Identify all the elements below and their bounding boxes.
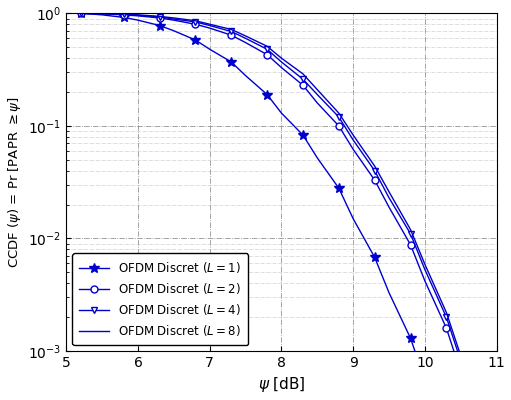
OFDM Discret ($L = 2$): [278, 65, 285, 70]
OFDM Discret ($L = 1$): [300, 133, 306, 138]
OFDM Discret ($L = 4$): [156, 14, 162, 19]
OFDM Discret ($L = 4$): [121, 12, 127, 17]
OFDM Discret ($L = 1$): [314, 156, 320, 160]
OFDM Discret ($L = 1$): [206, 47, 213, 52]
OFDM Discret ($L = 1$): [78, 11, 84, 16]
OFDM Discret ($L = 8$): [264, 44, 270, 49]
Y-axis label: CCDF $(\psi)$ = Pr [PAPR $\geq \psi$]: CCDF $(\psi)$ = Pr [PAPR $\geq \psi$]: [6, 96, 22, 268]
OFDM Discret ($L = 4$): [407, 232, 413, 236]
OFDM Discret ($L = 4$): [314, 92, 320, 97]
OFDM Discret ($L = 2$): [135, 14, 141, 18]
OFDM Discret ($L = 4$): [371, 168, 378, 173]
OFDM Discret ($L = 4$): [78, 11, 84, 16]
OFDM Discret ($L = 2$): [121, 12, 127, 17]
OFDM Discret ($L = 1$): [336, 186, 342, 190]
OFDM Discret ($L = 2$): [300, 83, 306, 88]
Line: OFDM Discret ($L = 2$): OFDM Discret ($L = 2$): [77, 10, 478, 400]
OFDM Discret ($L = 2$): [78, 11, 84, 16]
OFDM Discret ($L = 8$): [407, 227, 413, 232]
OFDM Discret ($L = 2$): [228, 33, 234, 38]
OFDM Discret ($L = 2$): [192, 22, 198, 27]
OFDM Discret ($L = 8$): [472, 396, 478, 400]
OFDM Discret ($L = 4$): [350, 138, 356, 142]
OFDM Discret ($L = 8$): [171, 16, 177, 20]
OFDM Discret ($L = 1$): [407, 336, 413, 341]
OFDM Discret ($L = 4$): [336, 115, 342, 120]
OFDM Discret ($L = 8$): [336, 111, 342, 116]
OFDM Discret ($L = 4$): [458, 358, 464, 363]
Legend: OFDM Discret ($L = 1$), OFDM Discret ($L = 2$), OFDM Discret ($L = 4$), OFDM Dis: OFDM Discret ($L = 1$), OFDM Discret ($L…: [72, 253, 248, 345]
OFDM Discret ($L = 8$): [135, 12, 141, 17]
OFDM Discret ($L = 1$): [192, 38, 198, 42]
OFDM Discret ($L = 4$): [99, 12, 105, 16]
OFDM Discret ($L = 2$): [243, 40, 249, 45]
OFDM Discret ($L = 1$): [243, 73, 249, 78]
OFDM Discret ($L = 2$): [407, 242, 413, 247]
OFDM Discret ($L = 8$): [422, 262, 428, 267]
OFDM Discret ($L = 2$): [314, 100, 320, 105]
OFDM Discret ($L = 1$): [121, 15, 127, 20]
OFDM Discret ($L = 1$): [278, 111, 285, 116]
OFDM Discret ($L = 8$): [300, 72, 306, 76]
OFDM Discret ($L = 8$): [228, 27, 234, 32]
OFDM Discret ($L = 8$): [192, 18, 198, 23]
OFDM Discret ($L = 2$): [350, 147, 356, 152]
OFDM Discret ($L = 8$): [156, 14, 162, 19]
OFDM Discret ($L = 2$): [444, 326, 450, 330]
OFDM Discret ($L = 1$): [386, 290, 392, 295]
OFDM Discret ($L = 4$): [278, 60, 285, 64]
OFDM Discret ($L = 4$): [192, 20, 198, 24]
OFDM Discret ($L = 4$): [386, 195, 392, 200]
Line: OFDM Discret ($L = 8$): OFDM Discret ($L = 8$): [81, 13, 475, 398]
OFDM Discret ($L = 4$): [264, 47, 270, 52]
OFDM Discret ($L = 2$): [156, 16, 162, 20]
OFDM Discret ($L = 4$): [444, 315, 450, 320]
OFDM Discret ($L = 8$): [278, 56, 285, 60]
OFDM Discret ($L = 1$): [228, 60, 234, 64]
OFDM Discret ($L = 2$): [386, 205, 392, 210]
OFDM Discret ($L = 8$): [121, 12, 127, 16]
OFDM Discret ($L = 2$): [422, 278, 428, 283]
OFDM Discret ($L = 8$): [371, 164, 378, 168]
OFDM Discret ($L = 8$): [314, 87, 320, 92]
OFDM Discret ($L = 2$): [206, 26, 213, 30]
OFDM Discret ($L = 4$): [422, 267, 428, 272]
OFDM Discret ($L = 4$): [300, 77, 306, 82]
OFDM Discret ($L = 8$): [386, 189, 392, 194]
OFDM Discret ($L = 8$): [444, 310, 450, 315]
OFDM Discret ($L = 1$): [371, 255, 378, 260]
OFDM Discret ($L = 8$): [243, 34, 249, 38]
OFDM Discret ($L = 4$): [135, 13, 141, 18]
OFDM Discret ($L = 1$): [156, 23, 162, 28]
OFDM Discret ($L = 4$): [243, 36, 249, 41]
OFDM Discret ($L = 8$): [206, 22, 213, 27]
OFDM Discret ($L = 1$): [99, 12, 105, 17]
OFDM Discret ($L = 1$): [264, 92, 270, 97]
OFDM Discret ($L = 2$): [458, 370, 464, 374]
OFDM Discret ($L = 8$): [78, 11, 84, 16]
OFDM Discret ($L = 2$): [99, 12, 105, 16]
OFDM Discret ($L = 2$): [171, 18, 177, 22]
OFDM Discret ($L = 4$): [171, 17, 177, 22]
OFDM Discret ($L = 1$): [350, 216, 356, 221]
OFDM Discret ($L = 1$): [422, 378, 428, 383]
X-axis label: $\psi$ [dB]: $\psi$ [dB]: [258, 376, 305, 394]
OFDM Discret ($L = 8$): [350, 133, 356, 138]
OFDM Discret ($L = 1$): [135, 18, 141, 22]
OFDM Discret ($L = 8$): [458, 353, 464, 358]
OFDM Discret ($L = 2$): [371, 178, 378, 182]
OFDM Discret ($L = 1$): [171, 28, 177, 33]
OFDM Discret ($L = 8$): [99, 11, 105, 16]
OFDM Discret ($L = 2$): [264, 52, 270, 57]
OFDM Discret ($L = 4$): [206, 23, 213, 28]
OFDM Discret ($L = 2$): [336, 124, 342, 128]
OFDM Discret ($L = 4$): [228, 29, 234, 34]
Line: OFDM Discret ($L = 1$): OFDM Discret ($L = 1$): [76, 8, 466, 400]
Line: OFDM Discret ($L = 4$): OFDM Discret ($L = 4$): [77, 10, 478, 400]
